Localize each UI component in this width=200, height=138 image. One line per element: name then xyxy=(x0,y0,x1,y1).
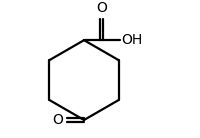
Text: OH: OH xyxy=(121,33,142,47)
Text: O: O xyxy=(52,113,63,127)
Text: O: O xyxy=(96,1,107,15)
